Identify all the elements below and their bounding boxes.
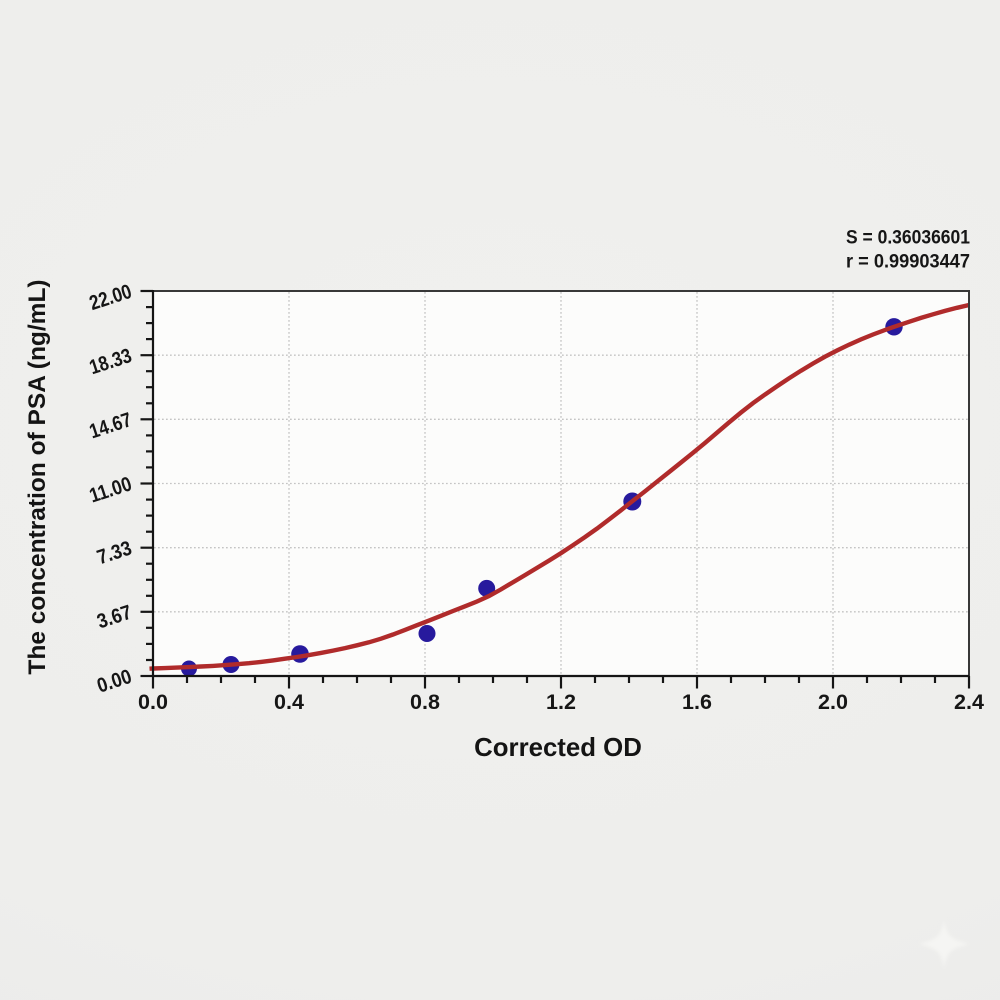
svg-text:The concentration of PSA (ng/m: The concentration of PSA (ng/mL) bbox=[24, 279, 51, 674]
svg-text:r = 0.99903447: r = 0.99903447 bbox=[846, 252, 970, 273]
svg-text:S = 0.36036601: S = 0.36036601 bbox=[846, 228, 970, 249]
svg-text:1.2: 1.2 bbox=[546, 690, 576, 714]
svg-text:18.33: 18.33 bbox=[87, 344, 135, 379]
svg-text:3.67: 3.67 bbox=[94, 601, 134, 634]
svg-text:0.00: 0.00 bbox=[94, 665, 134, 698]
svg-text:2.4: 2.4 bbox=[954, 690, 984, 714]
svg-text:1.6: 1.6 bbox=[682, 690, 712, 714]
svg-text:0.4: 0.4 bbox=[274, 690, 304, 714]
svg-text:Corrected OD: Corrected OD bbox=[474, 734, 642, 762]
svg-text:22.00: 22.00 bbox=[87, 280, 135, 315]
svg-text:2.0: 2.0 bbox=[818, 690, 848, 714]
svg-text:14.67: 14.67 bbox=[87, 408, 135, 443]
svg-text:11.00: 11.00 bbox=[87, 472, 135, 507]
svg-text:7.33: 7.33 bbox=[94, 537, 134, 570]
svg-text:0.0: 0.0 bbox=[138, 690, 168, 714]
svg-text:0.8: 0.8 bbox=[410, 690, 440, 714]
